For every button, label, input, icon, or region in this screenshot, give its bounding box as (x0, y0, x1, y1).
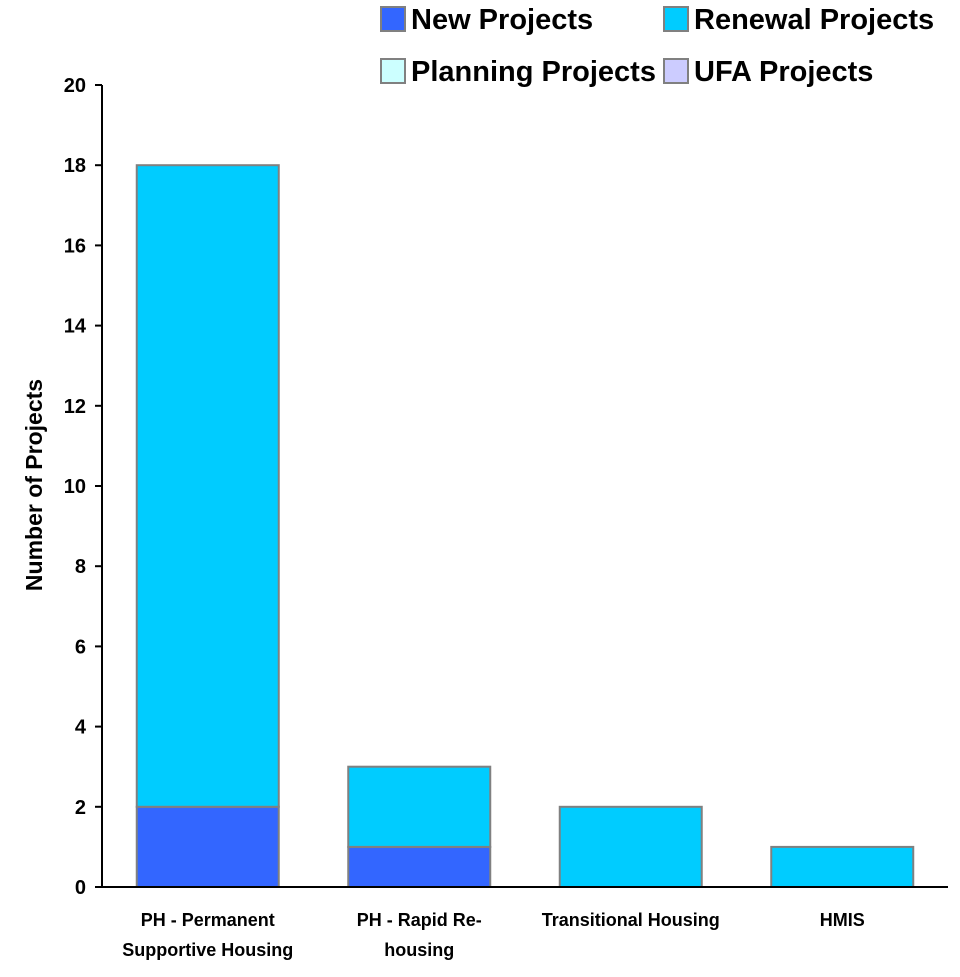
legend-swatch-new-projects (381, 7, 405, 31)
y-tick-label-16: 16 (64, 235, 86, 257)
bar-renewal-projects-ph-rapid-re-housing (348, 767, 490, 847)
legend-swatch-planning-projects (381, 59, 405, 83)
legend-swatch-ufa-projects (664, 59, 688, 83)
legend: New Projects Renewal Projects Planning Pro… (381, 4, 934, 88)
y-tick-label-4: 4 (75, 717, 87, 739)
bar-renewal-projects-ph-permanent-supportive-housing (137, 165, 279, 807)
y-tick-label-18: 18 (64, 155, 86, 177)
bar-new-projects-ph-permanent-supportive-housing (137, 807, 279, 887)
legend-label-new-projects: New Projects (411, 4, 593, 36)
y-tick-label-6: 6 (75, 636, 86, 658)
y-tick-label-14: 14 (64, 316, 87, 338)
x-tick-label-ph-rapid-re-housing: PH - Rapid Re-housing (357, 910, 482, 960)
x-tick-label-ph-permanent-supportive-housing: PH - PermanentSupportive Housing (122, 910, 293, 960)
legend-label-renewal-projects: Renewal Projects (694, 4, 934, 36)
bars-layer (137, 165, 914, 887)
legend-label-ufa-projects: UFA Projects (694, 56, 873, 88)
y-tick-label-10: 10 (64, 476, 86, 498)
legend-swatch-renewal-projects (664, 7, 688, 31)
y-tick-label-20: 20 (64, 75, 86, 97)
bar-renewal-projects-hmis (771, 847, 913, 887)
y-tick-label-12: 12 (64, 396, 86, 418)
y-tick-label-0: 0 (75, 877, 86, 899)
y-axis-title: Number of Projects (21, 379, 47, 591)
y-tick-label-8: 8 (75, 556, 86, 578)
bar-new-projects-ph-rapid-re-housing (348, 847, 490, 887)
y-tick-label-2: 2 (75, 797, 86, 819)
x-tick-label-transitional-housing: Transitional Housing (542, 910, 720, 930)
legend-label-planning-projects: Planning Projects (411, 56, 656, 88)
bar-renewal-projects-transitional-housing (560, 807, 702, 887)
x-tick-label-hmis: HMIS (820, 910, 865, 930)
